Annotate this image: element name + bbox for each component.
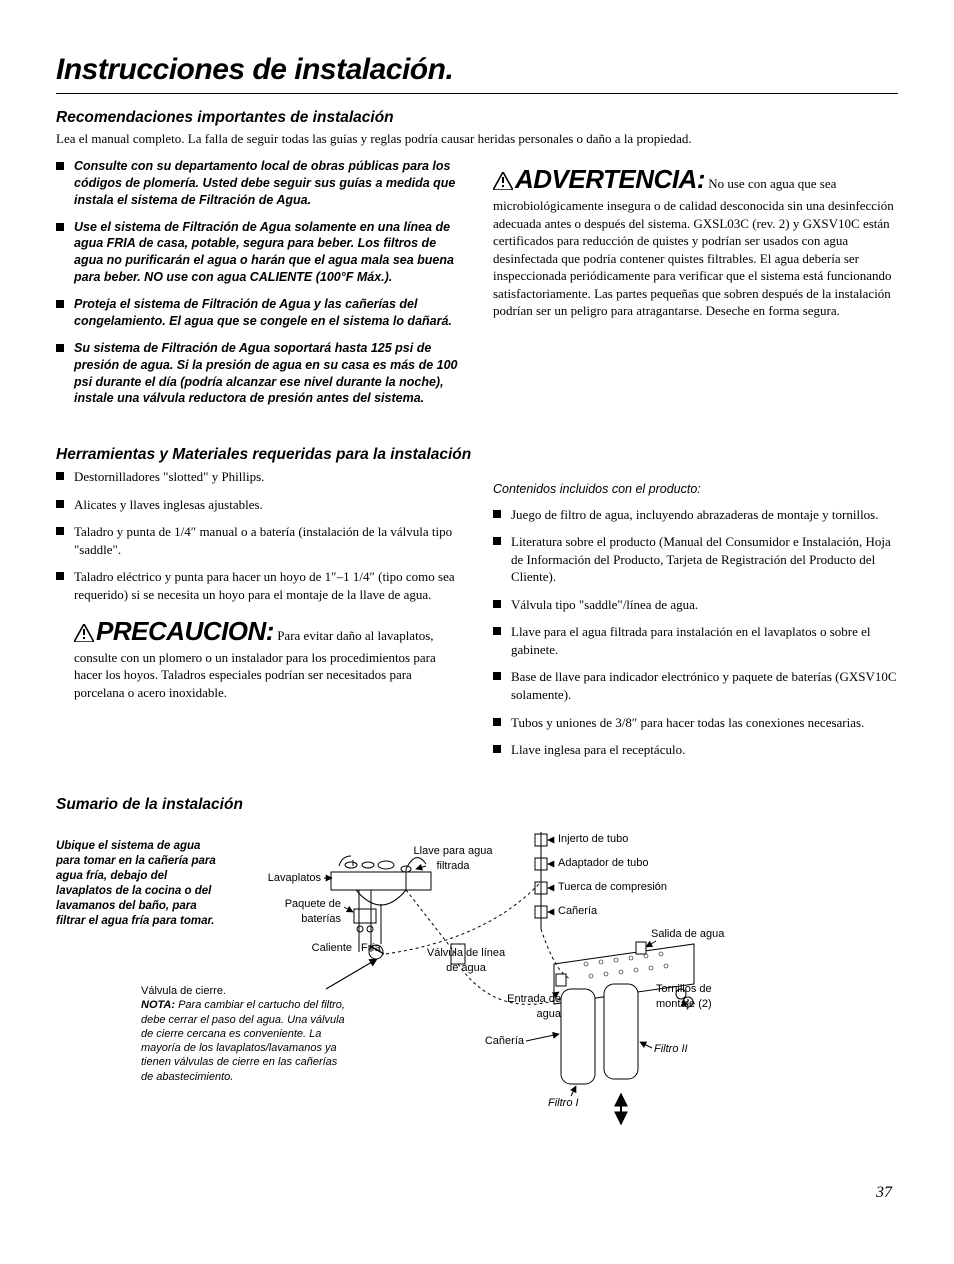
label-paquete: Paquete de baterías bbox=[261, 897, 341, 927]
label-valvula-linea: Válvula de línea de agua bbox=[421, 946, 511, 974]
subhead-recommendations: Recomendaciones importantes de instalaci… bbox=[56, 108, 898, 129]
warning-word: ADVERTENCIA: bbox=[515, 164, 705, 194]
label-caneria2: Cañería bbox=[485, 1035, 525, 1047]
reco-item: Proteja el sistema de Filtración de Agua… bbox=[56, 296, 461, 330]
battery-icon bbox=[354, 909, 376, 923]
reco-item: Consulte con su departamento local de ob… bbox=[56, 158, 461, 209]
label-lavaplatos: Lavaplatos bbox=[268, 872, 322, 884]
label-injerto: Injerto de tubo bbox=[558, 833, 628, 845]
shutoff-note-label: NOTA: bbox=[141, 999, 175, 1011]
section-tools: Herramientas y Materiales requeridas par… bbox=[56, 445, 898, 768]
warning-callout: ADVERTENCIA: No use con agua que sea mic… bbox=[493, 162, 898, 417]
label-filtro2: Filtro II bbox=[654, 1043, 688, 1055]
caution-callout: PRECAUCION: Para evitar daño al lavaplat… bbox=[56, 614, 461, 702]
page-title: Instrucciones de instalación. bbox=[56, 50, 898, 94]
subhead-summary: Sumario de la instalación bbox=[56, 795, 898, 816]
label-caneria1: Cañería bbox=[558, 905, 598, 917]
filter-unit-icon bbox=[554, 942, 694, 1084]
label-adaptador: Adaptador de tubo bbox=[558, 857, 649, 869]
section-summary: Sumario de la instalación Ubique el sist… bbox=[56, 795, 898, 1148]
label-tuerca: Tuerca de compresión bbox=[558, 881, 667, 893]
diagram-side-note: Ubique el sistema de agua para tomar en … bbox=[56, 839, 226, 929]
label-tornillos: Tornillos de montaje (2) bbox=[656, 982, 736, 1012]
warning-icon bbox=[493, 172, 513, 195]
warning-icon bbox=[74, 624, 94, 647]
label-entrada: Entrada de agua bbox=[501, 992, 561, 1022]
content-item: Tubos y uniones de 3/8″ para hacer todas… bbox=[493, 714, 898, 732]
diagram-svg: Ubique el sistema de agua para tomar en … bbox=[56, 824, 816, 1144]
page-number: 37 bbox=[56, 1182, 898, 1204]
tool-item: Destornilladores "slotted" y Phillips. bbox=[56, 468, 461, 486]
shutoff-note: Para cambiar el cartucho del filtro, deb… bbox=[141, 999, 345, 1082]
content-item: Llave para el agua filtrada para instala… bbox=[493, 623, 898, 658]
content-item: Juego de filtro de agua, incluyendo abra… bbox=[493, 506, 898, 524]
content-item: Llave inglesa para el receptáculo. bbox=[493, 741, 898, 759]
reco-item: Su sistema de Filtración de Agua soporta… bbox=[56, 340, 461, 408]
reco-item: Use el sistema de Filtración de Agua sol… bbox=[56, 219, 461, 287]
section-recommendations: Recomendaciones importantes de instalaci… bbox=[56, 108, 898, 418]
tool-item: Alicates y llaves inglesas ajustables. bbox=[56, 496, 461, 514]
label-filtro1: Filtro I bbox=[548, 1097, 579, 1109]
tools-list: Destornilladores "slotted" y Phillips. A… bbox=[56, 468, 461, 603]
label-salida: Salida de agua bbox=[651, 928, 725, 940]
contents-list: Juego de filtro de agua, incluyendo abra… bbox=[493, 506, 898, 759]
content-item: Base de llave para indicador electrónico… bbox=[493, 668, 898, 703]
installation-diagram: Ubique el sistema de agua para tomar en … bbox=[56, 824, 898, 1149]
label-fria: Fría bbox=[361, 942, 381, 954]
caution-word: PRECAUCION: bbox=[96, 616, 274, 646]
label-llave: Llave para agua filtrada bbox=[408, 844, 498, 874]
tool-item: Taladro y punta de 1/4″ manual o a bater… bbox=[56, 523, 461, 558]
content-item: Literatura sobre el producto (Manual del… bbox=[493, 533, 898, 586]
tool-item: Taladro eléctrico y punta para hacer un … bbox=[56, 568, 461, 603]
intro-text: Lea el manual completo. La falla de segu… bbox=[56, 130, 898, 148]
contents-label: Contenidos incluidos con el producto: bbox=[493, 481, 898, 498]
recommendations-list: Consulte con su departamento local de ob… bbox=[56, 158, 461, 407]
label-caliente: Caliente bbox=[312, 942, 352, 954]
tube-stack-icon bbox=[535, 832, 547, 929]
warning-text: No use con agua que sea microbiológicame… bbox=[493, 176, 894, 318]
content-item: Válvula tipo "saddle"/línea de agua. bbox=[493, 596, 898, 614]
shutoff-title: Válvula de cierre. bbox=[141, 984, 351, 998]
subhead-tools: Herramientas y Materiales requeridas par… bbox=[56, 445, 898, 466]
